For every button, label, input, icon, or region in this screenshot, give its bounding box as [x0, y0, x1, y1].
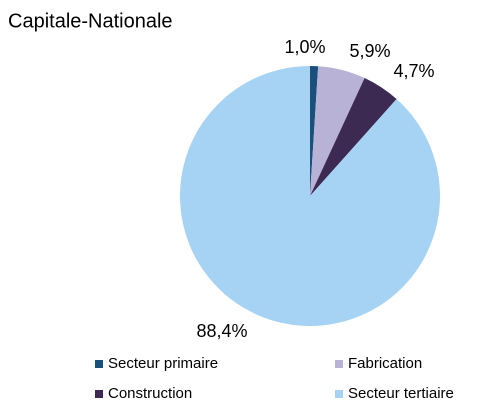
data-label: 5,9%	[349, 41, 390, 61]
data-label: 88,4%	[196, 321, 247, 341]
legend-swatch	[335, 390, 343, 398]
legend-label: Secteur tertiaire	[348, 385, 454, 402]
legend-label: Fabrication	[348, 355, 422, 372]
legend-label: Construction	[108, 385, 192, 402]
legend-swatch	[95, 360, 103, 368]
legend-swatch	[335, 360, 343, 368]
pie-slice	[310, 66, 365, 196]
legend-label: Secteur primaire	[108, 355, 218, 372]
data-label: 1,0%	[284, 37, 325, 57]
pie-slice	[310, 78, 397, 196]
legend-swatch	[95, 390, 103, 398]
chart-title: Capitale-Nationale	[8, 10, 173, 32]
pie-slice	[310, 66, 319, 196]
pie-slice	[179, 66, 440, 326]
data-label: 4,7%	[393, 61, 434, 81]
